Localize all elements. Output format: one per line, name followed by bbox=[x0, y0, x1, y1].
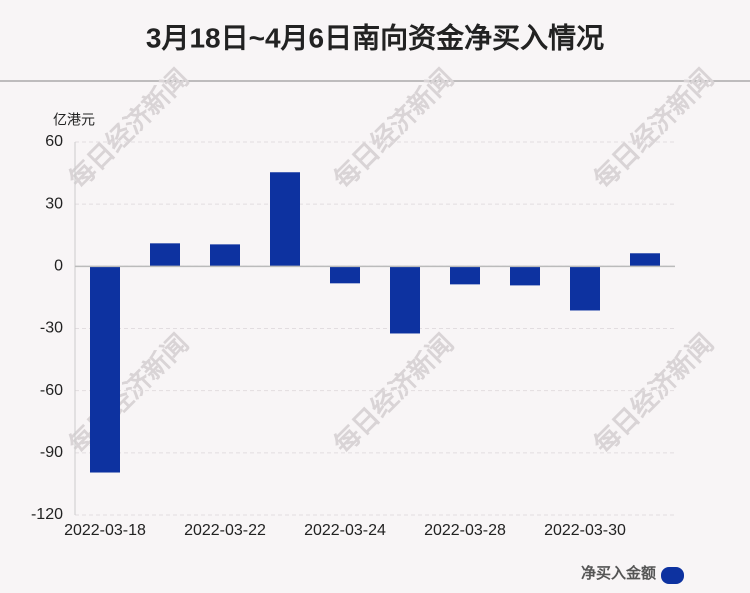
bar bbox=[450, 266, 480, 285]
x-tick-label: 2022-03-22 bbox=[184, 522, 266, 539]
y-axis-label: 亿港元 bbox=[53, 112, 95, 128]
x-tick-label: 2022-03-24 bbox=[304, 522, 386, 539]
legend-label: 净买入金额 bbox=[581, 564, 656, 582]
chart-title: 3月18日~4月6日南向资金净买入情况 bbox=[146, 21, 604, 53]
bar bbox=[150, 243, 180, 267]
y-tick-label: 0 bbox=[54, 258, 63, 275]
bar bbox=[90, 266, 120, 473]
bar bbox=[510, 266, 540, 286]
y-tick-label: -120 bbox=[31, 506, 63, 523]
x-tick-label: 2022-03-18 bbox=[64, 522, 146, 539]
y-tick-label: 60 bbox=[45, 133, 63, 150]
y-tick-label: -60 bbox=[40, 382, 63, 399]
bar bbox=[210, 244, 240, 267]
bar bbox=[390, 266, 420, 334]
bar bbox=[270, 172, 300, 267]
x-tick-label: 2022-03-28 bbox=[424, 522, 506, 539]
x-tick-label: 2022-03-30 bbox=[544, 522, 626, 539]
y-tick-label: -30 bbox=[40, 320, 63, 337]
bar bbox=[570, 266, 600, 311]
bar bbox=[330, 266, 360, 284]
bar bbox=[630, 253, 660, 267]
y-tick-label: -90 bbox=[40, 444, 63, 461]
y-tick-label: 30 bbox=[45, 195, 63, 212]
legend-swatch bbox=[661, 567, 684, 584]
